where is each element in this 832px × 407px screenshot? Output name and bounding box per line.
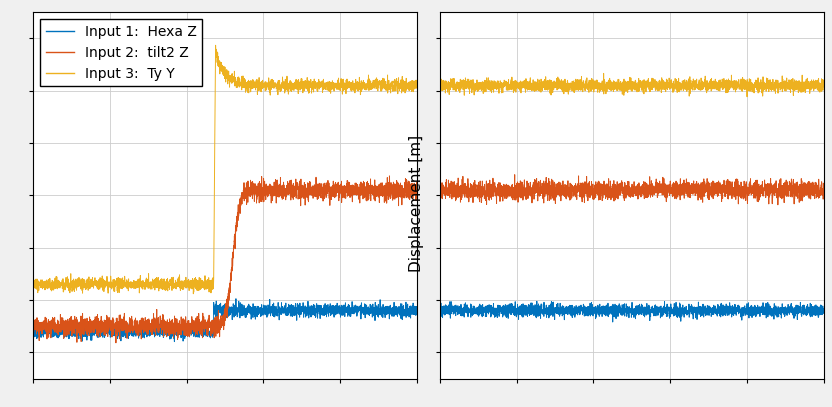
- Legend: Input 1:  Hexa Z, Input 2:  tilt2 Z, Input 3:  Ty Y: Input 1: Hexa Z, Input 2: tilt2 Z, Input…: [40, 19, 202, 86]
- Text: Displacement [m]: Displacement [m]: [409, 135, 423, 272]
